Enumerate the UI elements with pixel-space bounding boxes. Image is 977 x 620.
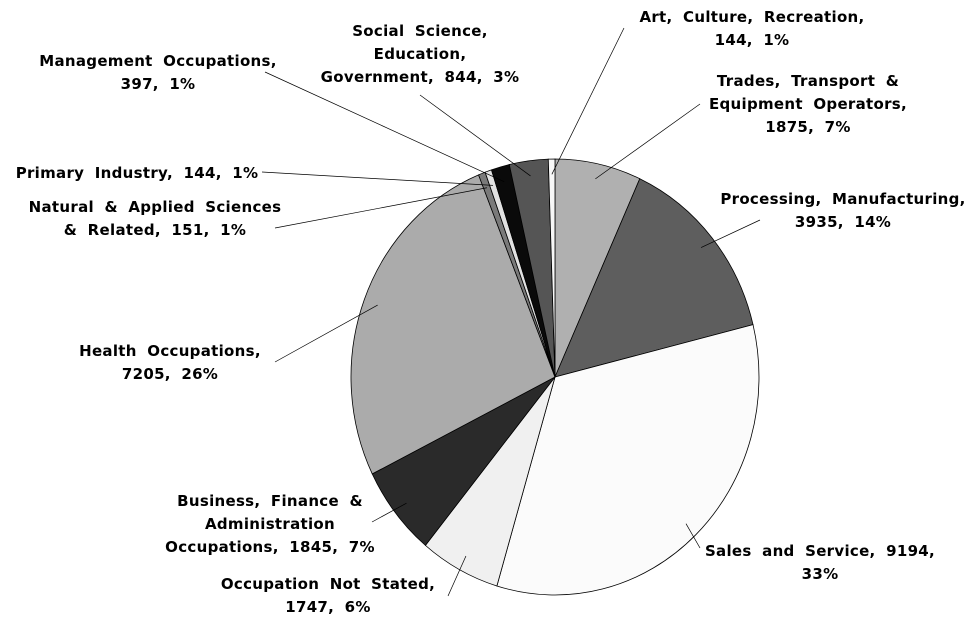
category-label: Occupation Not Stated, [220, 575, 436, 593]
value-label: 3935, 14% [794, 213, 892, 231]
leader-line [261, 171, 493, 186]
category-label: Sales and Service, [704, 542, 876, 560]
value-label: 844, 3% [444, 68, 520, 86]
slice-label: Sales and Service, 9194, 33% [690, 540, 950, 586]
value-label: 151, 1% [171, 221, 247, 239]
category-label: Primary Industry, [15, 164, 173, 182]
slice-label: Primary Industry, 144, 1% [0, 162, 282, 185]
pie-slice [554, 178, 754, 378]
value-label: 9194, 33% [801, 542, 936, 583]
value-label: 397, 1% [120, 75, 196, 93]
category-label: Art, Culture, Recreation, [639, 8, 865, 26]
slice-label: Occupation Not Stated, 1747, 6% [212, 573, 444, 619]
category-label: Social Science, Education, Government, [320, 22, 488, 86]
slice-label: Social Science, Education, Government, 8… [315, 20, 525, 89]
slice-label: Processing, Manufacturing, 3935, 14% [713, 188, 973, 234]
leader-line [274, 304, 378, 363]
leader-line [700, 219, 761, 248]
category-label: Trades, Transport & Equipment Operators, [708, 72, 908, 113]
leader-line [274, 187, 488, 229]
slice-label: Business, Finance & Administration Occup… [165, 490, 375, 559]
leader-line [447, 555, 467, 597]
leader-line [685, 523, 701, 549]
slice-label: Health Occupations, 7205, 26% [70, 340, 270, 386]
category-label: Natural & Applied Sciences & Related, [28, 198, 282, 239]
value-label: 1747, 6% [285, 598, 371, 616]
value-label: 144, 1% [714, 31, 790, 49]
leader-line [264, 71, 505, 182]
category-label: Management Occupations, [39, 52, 277, 70]
leader-line [551, 27, 625, 175]
leader-line [595, 103, 701, 180]
leader-line [419, 94, 531, 177]
pie-slice [496, 324, 760, 596]
leader-line [371, 502, 407, 523]
slice-label: Trades, Transport & Equipment Operators,… [693, 70, 923, 139]
slice-label: Natural & Applied Sciences & Related, 15… [23, 196, 288, 242]
pie-slice [350, 174, 556, 475]
value-label: 7205, 26% [121, 365, 219, 383]
slice-label: Art, Culture, Recreation, 144, 1% [622, 6, 882, 52]
value-label: 1875, 7% [765, 118, 851, 136]
value-label: 144, 1% [183, 164, 259, 182]
category-label: Processing, Manufacturing, [720, 190, 966, 208]
slice-label: Management Occupations, 397, 1% [38, 50, 278, 96]
value-label: 1845, 7% [289, 538, 375, 556]
pie-slice [547, 158, 556, 378]
category-label: Health Occupations, [79, 342, 261, 360]
category-label: Business, Finance & Administration Occup… [165, 492, 363, 556]
